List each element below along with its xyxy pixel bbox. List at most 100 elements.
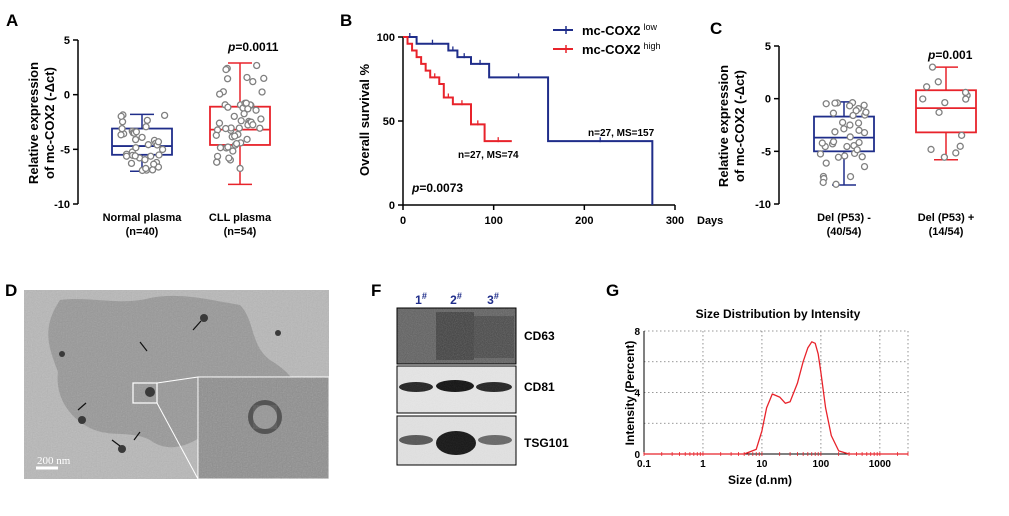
- data-dot: [225, 154, 233, 162]
- panel-b: B Overall survival % 100 50 00 100 200 300 Da…: [340, 11, 723, 227]
- data-dot: [213, 158, 221, 166]
- data-dot: [131, 135, 140, 144]
- panel-g-title: Size Distribution by Intensity: [696, 307, 861, 321]
- data-dot: [849, 111, 857, 120]
- panel-g-xlabel: Size (d.nm): [728, 473, 792, 487]
- ytick-label: -5: [761, 146, 771, 158]
- xtick-label: 10: [756, 459, 768, 470]
- data-dot: [132, 128, 141, 136]
- survival-curve: [403, 36, 654, 205]
- ytick-label: -10: [54, 199, 70, 211]
- data-dot: [142, 123, 150, 131]
- data-dot: [919, 95, 927, 103]
- lane-label: 3#: [487, 291, 499, 307]
- data-dot: [237, 117, 245, 125]
- ytick-label: -10: [755, 199, 771, 211]
- blot-cd81: [396, 365, 517, 414]
- data-dot: [858, 153, 866, 161]
- data-dot: [922, 83, 931, 91]
- panel-b-curves: [403, 33, 654, 205]
- tem-inset: [197, 376, 330, 480]
- band-label-cd63: CD63: [524, 329, 555, 343]
- data-dot: [223, 75, 232, 83]
- data-dot: [831, 128, 839, 136]
- data-dot: [962, 95, 970, 103]
- data-dot: [818, 139, 826, 147]
- lane-labels: 1# 2# 3#: [415, 291, 499, 307]
- panel-c: C Relative expression of mc-COX2 (-Δct) …: [710, 19, 977, 238]
- data-dot: [215, 90, 224, 98]
- panel-c-ylabel-1: Relative expression: [716, 65, 731, 187]
- panel-b-ylabel: Overall survival %: [357, 64, 372, 176]
- data-dot: [854, 119, 863, 127]
- data-dot: [138, 133, 146, 142]
- data-dot: [840, 125, 848, 133]
- data-dot: [257, 115, 265, 123]
- xtick-label: 1000: [869, 459, 892, 470]
- xtick-label: 300: [666, 215, 684, 227]
- data-dot: [846, 172, 855, 181]
- data-dot: [131, 152, 139, 160]
- data-dot: [956, 142, 964, 150]
- xtick-label: 100: [484, 215, 502, 227]
- panel-g-grid: [644, 330, 909, 454]
- ytick-label: 50: [383, 116, 395, 128]
- ytick-label: 8: [634, 327, 640, 338]
- panel-a-cat1-l2: (n=40): [126, 226, 159, 238]
- data-dot: [855, 138, 863, 147]
- panel-a-pvalue: p=0.0011: [227, 40, 279, 54]
- data-dot: [243, 135, 251, 144]
- xtick-label: 1: [700, 459, 706, 470]
- xtick-label: 200: [575, 215, 593, 227]
- data-dot: [957, 131, 966, 139]
- ytick-label: 0: [634, 450, 640, 461]
- box: [813, 115, 875, 153]
- band-label-tsg101: TSG101: [524, 436, 569, 450]
- panel-g: G Size Distribution by Intensity Intensi…: [606, 281, 909, 487]
- lane-label: 1#: [415, 291, 427, 307]
- zoom-line-bottom: [156, 402, 199, 480]
- data-dot: [860, 101, 868, 109]
- data-dot: [249, 77, 257, 86]
- data-dot: [222, 65, 230, 74]
- size-distribution-curve: [743, 341, 850, 455]
- band-label-cd81: CD81: [524, 380, 555, 394]
- data-dot: [846, 133, 854, 141]
- data-dot: [224, 143, 232, 151]
- box: [111, 127, 173, 156]
- data-dot: [256, 124, 264, 132]
- data-dot: [230, 112, 238, 121]
- panel-a-cat1-l1: Normal plasma: [103, 212, 183, 224]
- ytick-label: 0: [389, 200, 395, 212]
- panel-g-letter: G: [606, 281, 619, 300]
- panel-b-xunit: Days: [697, 215, 723, 227]
- scale-bar-label: 200 nm: [37, 455, 71, 467]
- data-dot: [832, 180, 840, 188]
- data-dot: [258, 88, 266, 96]
- data-dot: [224, 103, 232, 111]
- data-dot: [231, 132, 239, 140]
- panel-c-cat2-l1: Del (P53) +: [918, 212, 975, 224]
- panel-b-ticks: 100 50 00 100 200 300: [377, 32, 685, 227]
- data-dot: [229, 147, 237, 155]
- panel-c-letter: C: [710, 19, 722, 38]
- data-dot: [154, 138, 163, 146]
- data-dot: [142, 164, 150, 173]
- legend-low-label: mc-COX2 low: [582, 22, 658, 38]
- panel-b-pvalue: p=0.0073: [411, 181, 463, 195]
- data-dot: [215, 119, 224, 127]
- data-dot: [132, 144, 140, 152]
- legend-high-label: mc-COX2 high: [582, 41, 661, 57]
- panel-d: D: [5, 281, 330, 480]
- panel-a-cat2-l2: (n=54): [224, 226, 257, 238]
- data-dot: [260, 74, 268, 83]
- panel-c-cat2-l2: (14/54): [929, 226, 964, 238]
- ytick-label: 5: [64, 35, 70, 47]
- data-dot: [927, 145, 935, 154]
- data-dot: [822, 159, 830, 167]
- data-dot: [853, 146, 861, 154]
- panel-g-ylabel: Intensity (Percent): [623, 341, 637, 446]
- data-dot: [822, 100, 830, 108]
- data-dot: [160, 111, 169, 120]
